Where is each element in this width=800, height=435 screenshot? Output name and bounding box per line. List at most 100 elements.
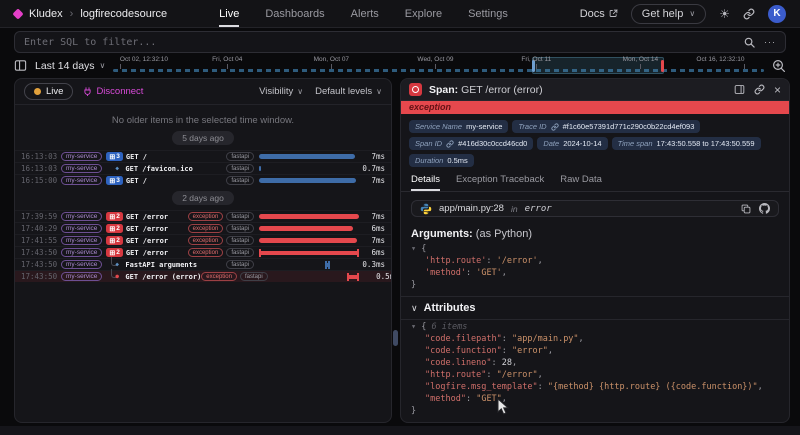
timeline[interactable]: Oct 02, 12:32:10 Fri, Oct 04 Mon, Oct 07 We…: [113, 56, 764, 75]
tag-fastapi[interactable]: fastapi: [226, 152, 254, 161]
meta-chip-trace-id[interactable]: Trace ID #f1c60e57391d771c290c0b22cd4ef09…: [512, 120, 701, 133]
expand-count-badge[interactable]: ⊞ 2: [106, 212, 123, 221]
expand-count-badge[interactable]: ⊞ 3: [106, 176, 123, 185]
meta-chip-service-name[interactable]: Service Name my-service: [409, 120, 509, 133]
tag-exception[interactable]: exception: [187, 224, 224, 233]
code-punct: {: [421, 322, 427, 332]
detail-tab-raw-data[interactable]: Raw Data: [560, 174, 602, 185]
code-line: "http.route": "/error",: [411, 369, 779, 381]
close-icon[interactable]: ×: [773, 82, 781, 97]
duration-bar: [325, 260, 330, 269]
breadcrumb-org[interactable]: Kludex: [29, 7, 63, 20]
disconnect-button[interactable]: Disconnect: [83, 86, 143, 97]
trace-row[interactable]: 16:15:00 my-service ⊞ 3 GET / fastapi 7ms: [15, 174, 391, 186]
expand-count-badge[interactable]: ⊞ 2: [106, 236, 123, 245]
code-punct: :: [486, 370, 497, 380]
more-options-button[interactable]: ···: [764, 37, 776, 47]
tag-fastapi[interactable]: fastapi: [226, 260, 254, 269]
attributes-heading[interactable]: ∨ Attributes: [401, 297, 789, 319]
service-tag[interactable]: my-service: [61, 212, 103, 221]
service-tag[interactable]: my-service: [61, 152, 103, 161]
tag-exception[interactable]: exception: [187, 212, 224, 221]
expand-icon: ⊞: [109, 153, 116, 161]
live-toggle[interactable]: Live: [24, 83, 74, 100]
tag-fastapi[interactable]: fastapi: [239, 272, 268, 281]
nav-tab-dashboards[interactable]: Dashboards: [265, 7, 325, 20]
nav-tab-explore[interactable]: Explore: [404, 7, 443, 20]
search-icon[interactable]: [744, 37, 755, 48]
user-avatar[interactable]: K: [768, 4, 786, 23]
zoom-in-button[interactable]: [772, 59, 786, 73]
breadcrumb-project[interactable]: logfirecodesource: [80, 7, 168, 20]
get-help-button[interactable]: Get help ∨: [630, 3, 707, 24]
trace-row[interactable]: 17:39:59 my-service ⊞ 2 GET /error exception f…: [15, 210, 391, 222]
meta-chip-span-id[interactable]: Span ID #416d30c0ccd46cd0: [409, 137, 534, 150]
copy-icon[interactable]: [741, 204, 751, 214]
service-tag[interactable]: my-service: [61, 236, 103, 245]
docs-link[interactable]: Docs: [580, 8, 618, 20]
expand-count-badge[interactable]: ⊞ 2: [106, 224, 123, 233]
tag-fastapi[interactable]: fastapi: [226, 248, 254, 257]
tag-fastapi[interactable]: fastapi: [226, 212, 254, 221]
timeline-selection[interactable]: [531, 57, 664, 74]
code-file-reference[interactable]: app/main.py:28: [439, 203, 504, 214]
service-tag[interactable]: my-service: [61, 164, 103, 173]
link-icon[interactable]: [754, 84, 765, 95]
meta-chip-time-span[interactable]: Time span 17:43:50.558 to 17:43:50.559: [611, 137, 761, 150]
trace-row[interactable]: 17:43:50 my-service ⊞ 2 GET /error exception f…: [15, 246, 391, 258]
span-detail-actions: ×: [734, 83, 781, 97]
time-group-pill[interactable]: 2 days ago: [172, 191, 234, 205]
tag-exception[interactable]: exception: [187, 236, 224, 245]
tag-fastapi[interactable]: fastapi: [226, 236, 254, 245]
expand-count-badge[interactable]: ⊞ 3: [106, 152, 123, 161]
meta-chip-date[interactable]: Date 2024-10-14: [537, 137, 608, 150]
service-tag[interactable]: my-service: [61, 176, 103, 185]
sidebar-toggle-button[interactable]: [14, 59, 27, 72]
nav-tab-live[interactable]: Live: [219, 0, 240, 27]
meta-chip-duration[interactable]: Duration 0.5ms: [409, 154, 474, 167]
timeline-tick-mark: [640, 64, 642, 69]
nav-tab-alerts[interactable]: Alerts: [350, 7, 379, 20]
github-icon[interactable]: [759, 203, 770, 214]
tag-fastapi[interactable]: fastapi: [226, 176, 254, 185]
trace-row[interactable]: 17:40:29 my-service ⊞ 2 GET /error exception f…: [15, 222, 391, 234]
detail-tab-details[interactable]: Details: [411, 174, 441, 191]
code-value: '/error': [496, 256, 538, 266]
reader-view-icon[interactable]: [734, 84, 745, 95]
trace-row[interactable]: 16:13:03 my-service ⊞ 3 GET / fastapi 7ms: [15, 150, 391, 162]
visibility-dropdown[interactable]: Visibility ∨: [259, 86, 303, 97]
trace-row[interactable]: 16:13:03 my-service ◆ GET /favicon.ico fasta…: [15, 162, 391, 174]
theme-toggle-button[interactable]: ☀: [719, 7, 730, 21]
detail-tab-exception-traceback[interactable]: Exception Traceback: [456, 174, 545, 185]
tag-exception[interactable]: exception: [187, 248, 224, 257]
default-levels-dropdown[interactable]: Default levels ∨: [315, 86, 382, 97]
trace-row[interactable]: 17:41:55 my-service ⊞ 2 GET /error exception f…: [15, 234, 391, 246]
error-span-icon: [409, 83, 422, 96]
trace-row[interactable]: 17:43:50 my-service ◆ FastAPI arguments fast…: [15, 256, 391, 270]
code-location-actions: [741, 203, 770, 214]
expand-count-badge[interactable]: ⊞ 2: [106, 248, 123, 257]
selection-start-handle[interactable]: [531, 60, 535, 72]
time-group-pill[interactable]: 5 days ago: [172, 131, 234, 145]
code-key: 'method': [425, 268, 466, 278]
time-range-select[interactable]: Last 14 days ∨: [35, 60, 105, 72]
live-panel-header: Live Disconnect Visibility ∨ Default lev…: [15, 79, 391, 105]
tag-exception[interactable]: exception: [201, 272, 237, 281]
collapse-triangle-icon[interactable]: ▾: [411, 322, 422, 332]
tag-fastapi[interactable]: fastapi: [226, 164, 254, 173]
items-count-note: 6 items: [426, 322, 468, 332]
panel-scrollbar-thumb[interactable]: [393, 330, 398, 346]
code-punct: ,: [547, 346, 553, 356]
service-tag[interactable]: my-service: [61, 248, 103, 257]
service-tag[interactable]: my-service: [61, 224, 103, 233]
trace-row[interactable]: 17:43:50 my-service ● GET /error (error) exc…: [15, 268, 391, 282]
span-detail-title: Span: GET /error (error): [429, 84, 543, 96]
share-link-button[interactable]: [743, 8, 755, 20]
service-tag[interactable]: my-service: [61, 272, 103, 281]
sql-filter-input[interactable]: [24, 36, 735, 48]
selection-end-handle[interactable]: [660, 60, 664, 72]
service-tag[interactable]: my-service: [61, 260, 103, 269]
nav-tab-settings[interactable]: Settings: [468, 7, 508, 20]
collapse-triangle-icon[interactable]: ▾: [411, 244, 422, 254]
tag-fastapi[interactable]: fastapi: [226, 224, 254, 233]
